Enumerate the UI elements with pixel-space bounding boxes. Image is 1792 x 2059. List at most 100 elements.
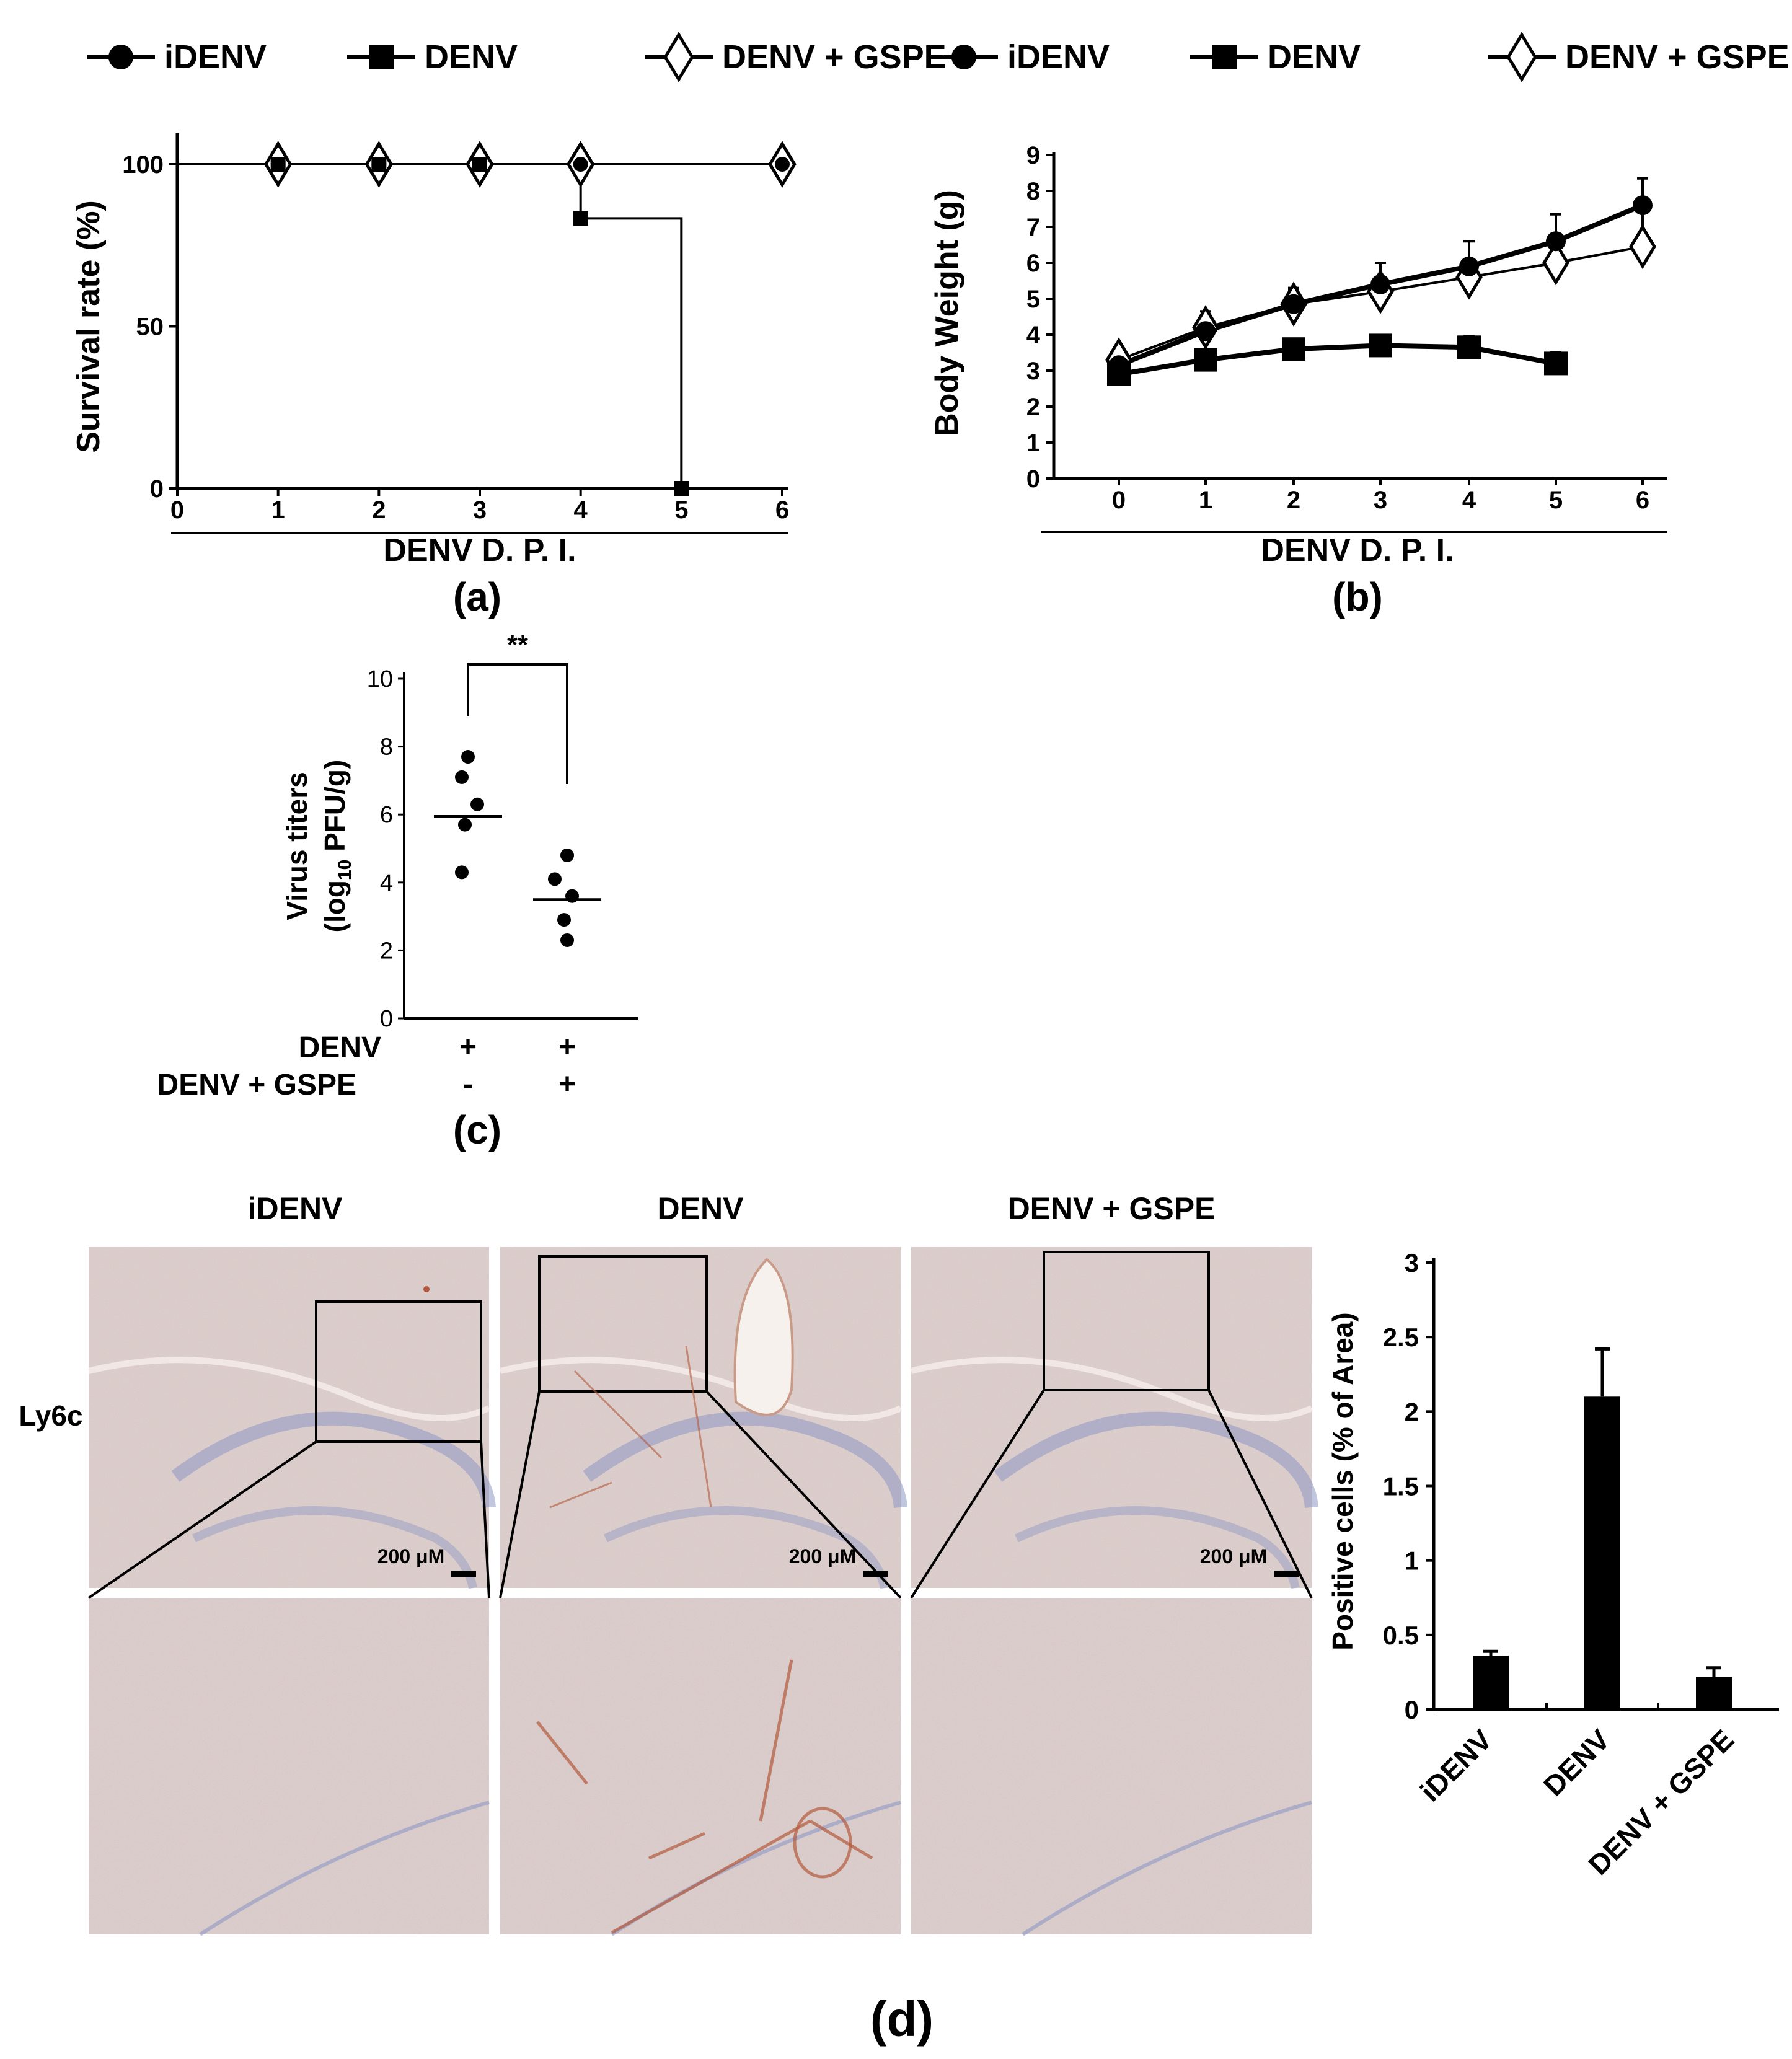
panel-c-label: (c)	[453, 1108, 501, 1152]
data-point	[548, 872, 562, 886]
data-point-square-filled	[573, 211, 588, 226]
data-point-circle-filled	[472, 157, 487, 172]
y-tick-label: 1.5	[1383, 1472, 1419, 1501]
category-label: iDENV	[1414, 1723, 1498, 1807]
data-point-square-filled	[1194, 348, 1217, 372]
histology-column-title: DENV	[658, 1191, 744, 1226]
row-label-denv-gspe: DENV + GSPE	[157, 1069, 356, 1101]
x-tick-label: 5	[1549, 487, 1563, 514]
legend-marker-square-filled	[369, 45, 394, 69]
legend-marker-square-filled	[1212, 45, 1237, 69]
data-point-square-filled	[674, 481, 689, 496]
panel-d-bar-chart: 0 0.5 1 1.5 2 2.5 3 Positive cells (% of Area) i…	[1326, 1248, 1779, 1881]
panel-b-label: (b)	[1332, 575, 1383, 619]
y-tick-label: 6	[380, 802, 393, 828]
zoom-connector-right	[1207, 1390, 1313, 1598]
data-point-circle-filled	[1370, 274, 1390, 294]
stained-vessel	[549, 1481, 612, 1509]
y-axis-label-line1: Virus titers	[281, 772, 313, 920]
y-tick-label: 6	[1026, 250, 1040, 277]
ventricle	[733, 1258, 794, 1416]
y-tick-label: 9	[1026, 142, 1040, 169]
y-tick-label: 0	[1405, 1695, 1419, 1724]
panel-d-label: (d)	[870, 1991, 934, 2047]
data-point-circle-filled	[573, 157, 588, 172]
data-point-circle-filled	[1284, 294, 1304, 314]
data-point	[461, 750, 475, 764]
y-tick-label: 7	[1026, 214, 1040, 241]
series-line-square-filled	[1118, 343, 1556, 377]
hippocampus-band	[171, 1411, 496, 1509]
y-tick-label: 0	[380, 1006, 393, 1032]
bar	[1584, 1396, 1620, 1709]
x-tick-label: 6	[775, 496, 789, 524]
zoom-connector-left	[499, 1391, 541, 1598]
histology-texture-fine	[89, 1598, 489, 1934]
histology-row-label: Ly6c	[19, 1400, 82, 1432]
x-axis-label: DENV D. P. I.	[1261, 532, 1454, 568]
data-point-circle-filled	[1196, 321, 1216, 342]
stained-vessel-lumen	[793, 1807, 852, 1879]
zoom-connector-right	[705, 1390, 902, 1599]
row-label-denv: DENV	[299, 1031, 381, 1064]
dentate-band	[604, 1506, 889, 1589]
x-tick-label: 4	[574, 496, 588, 524]
bar	[1473, 1656, 1509, 1709]
y-tick-label: 4	[380, 870, 393, 896]
data-point-square-filled	[1457, 335, 1481, 359]
y-tick-label: 100	[122, 151, 164, 179]
data-point	[557, 913, 571, 927]
y-tick-label: 2	[1026, 394, 1040, 421]
y-tick-label: 2.5	[1383, 1323, 1419, 1352]
y-tick-label: 2	[380, 938, 393, 964]
y-axis-label: Body Weight (g)	[929, 190, 965, 436]
zoom-connector-right	[480, 1441, 490, 1598]
data-point	[470, 797, 484, 811]
inset-box	[315, 1300, 482, 1443]
legend-panel-b: iDENV DENV DENV + GSPE	[930, 32, 1790, 82]
series-line-square-filled	[177, 163, 683, 488]
histology-column-title: DENV + GSPE	[1008, 1191, 1216, 1226]
x-tick-label: 1	[271, 496, 285, 524]
data-point-circle-filled	[1633, 195, 1653, 216]
y-tick-label: 0.5	[1383, 1621, 1419, 1650]
legend-marker-diamond-open	[663, 32, 694, 82]
legend-label: iDENV	[164, 38, 267, 76]
legend-panel-a: iDENV DENV DENV + GSPE	[87, 32, 947, 82]
stain-spot	[423, 1286, 430, 1292]
category-label: DENV	[1537, 1723, 1616, 1802]
legend-marker-circle-filled	[951, 45, 976, 69]
panel-a-survival-chart: 0 50 100 0 1 2 3 4 5 6 DENV D. P. I. Survival rate …	[71, 133, 797, 568]
y-tick-label: 10	[367, 666, 393, 692]
y-tick-label: 0	[150, 475, 164, 503]
significance-stars: **	[507, 630, 529, 660]
legend-label: DENV	[425, 38, 518, 76]
y-tick-label: 4	[1026, 322, 1041, 349]
panel-a-label: (a)	[453, 575, 501, 619]
data-point-square-filled	[1544, 351, 1568, 376]
x-tick-label: 2	[372, 496, 386, 524]
stained-vessel	[611, 1819, 811, 1934]
x-tick-label: 5	[674, 496, 688, 524]
zoom-connector-left	[910, 1389, 1045, 1599]
row1-sign: +	[558, 1031, 576, 1064]
stained-vessel	[536, 1721, 588, 1785]
x-axis-label: DENV D. P. I.	[383, 532, 576, 568]
legend-label: iDENV	[1007, 38, 1110, 76]
y-axis-label: Survival rate (%)	[71, 200, 107, 453]
y-tick-label: 1	[1405, 1546, 1419, 1576]
data-point	[458, 818, 472, 832]
stained-vessel	[648, 1832, 706, 1860]
y-axis-label: Positive cells (% of Area)	[1326, 1312, 1359, 1650]
row1-sign: +	[459, 1031, 477, 1064]
data-point-square-filled	[1369, 333, 1392, 358]
x-tick-label: 4	[1462, 487, 1476, 514]
inset-box	[538, 1255, 708, 1393]
y-axis-label-line2: (log10 PFU/g)	[319, 760, 355, 933]
data-point-circle-filled	[270, 157, 286, 172]
histology-column-title: iDENV	[248, 1191, 343, 1226]
legend-marker-diamond-open	[1506, 32, 1537, 82]
data-point-circle-filled	[1459, 256, 1479, 276]
dentate-band	[1015, 1506, 1300, 1589]
data-point-diamond-open	[1629, 224, 1656, 270]
